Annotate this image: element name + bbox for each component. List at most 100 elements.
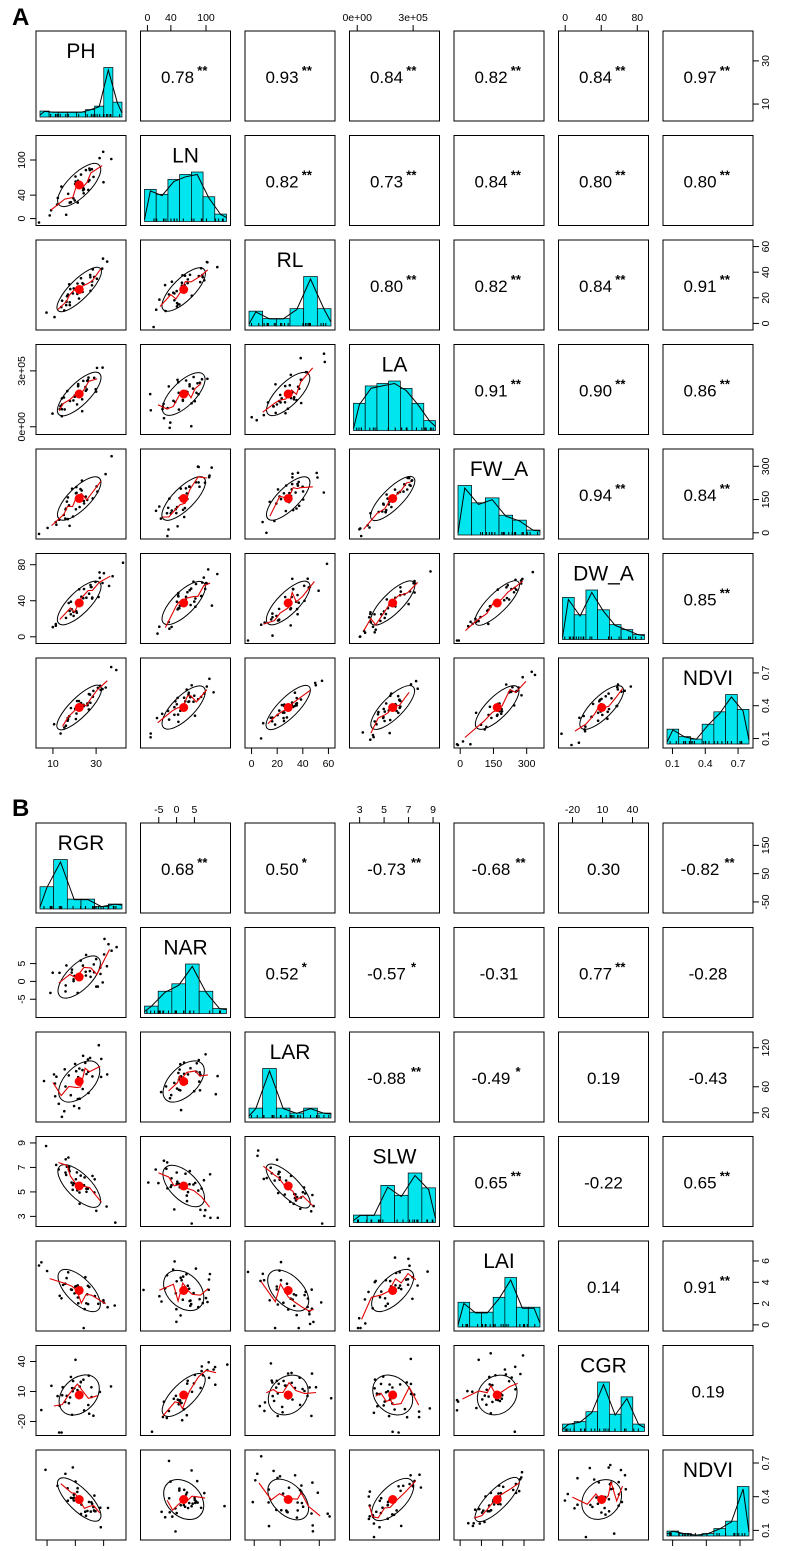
- left-tick-label: 0e+00: [16, 412, 28, 442]
- data-point: [490, 716, 493, 720]
- data-point: [383, 1297, 387, 1300]
- loess-curve: [51, 480, 102, 527]
- data-point: [357, 1316, 361, 1320]
- data-point: [398, 706, 402, 710]
- matrix-cell-0-0: RGR: [35, 822, 127, 914]
- bottom-tick-label: 0: [457, 758, 463, 770]
- centroid-marker: [283, 1181, 293, 1191]
- data-point: [165, 1161, 169, 1164]
- density-curve: [666, 1488, 750, 1536]
- matrix-cell-3-5: -0.22: [558, 1136, 649, 1227]
- density-curve: [666, 696, 750, 743]
- bottom-tick-label: 300: [518, 758, 536, 770]
- data-point: [176, 1180, 179, 1183]
- data-point: [388, 1279, 392, 1283]
- cell-frame: [662, 657, 754, 749]
- significance-stars: **: [720, 481, 731, 496]
- data-point: [617, 1480, 620, 1484]
- data-point: [472, 1522, 476, 1525]
- confidence-ellipse: [474, 580, 520, 626]
- right-tick-label: 0: [760, 530, 772, 536]
- data-point: [416, 687, 420, 690]
- correlation-value: 0.65: [474, 1174, 507, 1193]
- data-point: [477, 619, 480, 623]
- data-point: [276, 488, 280, 491]
- cell-frame: [662, 239, 754, 331]
- data-point: [519, 1372, 522, 1376]
- data-point: [205, 260, 209, 264]
- data-point: [504, 1373, 508, 1376]
- data-point: [66, 192, 70, 196]
- data-point: [74, 1177, 78, 1181]
- data-point: [91, 1075, 94, 1078]
- matrix-cell-0-1: 0.78 **: [140, 30, 231, 122]
- data-point: [176, 608, 179, 611]
- data-point: [293, 1304, 296, 1308]
- data-point: [521, 1354, 525, 1357]
- data-point: [89, 275, 92, 279]
- data-point: [168, 627, 171, 630]
- data-point: [204, 1053, 207, 1056]
- data-point: [82, 192, 85, 195]
- confidence-ellipse: [265, 1163, 311, 1209]
- data-point: [388, 718, 392, 722]
- matrix-cell-3-4: 0.65 **: [453, 1136, 545, 1227]
- variable-name: LN: [172, 145, 199, 168]
- data-point: [181, 398, 185, 402]
- data-point: [54, 624, 58, 627]
- data-point: [597, 1481, 601, 1484]
- data-point: [279, 1260, 283, 1264]
- data-point: [77, 297, 81, 300]
- data-point: [294, 1294, 298, 1297]
- data-point: [65, 964, 68, 967]
- data-point: [563, 1499, 567, 1502]
- data-point: [283, 1193, 287, 1196]
- data-point: [64, 1472, 67, 1476]
- data-point: [246, 1270, 250, 1274]
- data-point: [105, 260, 109, 263]
- significance-stars: **: [197, 855, 208, 870]
- data-point: [177, 408, 181, 411]
- data-point: [72, 1104, 76, 1108]
- bottom-tick-label: 60: [323, 758, 335, 770]
- data-point: [158, 298, 161, 301]
- confidence-ellipse: [371, 1477, 415, 1522]
- data-point: [184, 595, 188, 599]
- matrix-cell-5-6: 0.19: [662, 1345, 754, 1436]
- right-tick-label: 6: [760, 1258, 772, 1264]
- centroid-marker: [74, 285, 84, 294]
- confidence-ellipse: [581, 1479, 623, 1520]
- data-point: [88, 969, 92, 973]
- data-point: [399, 586, 402, 589]
- matrix-cell-4-4: FW_A: [453, 448, 545, 540]
- data-point: [150, 1430, 154, 1433]
- cell-frame: [244, 1240, 336, 1332]
- histogram-bar: [585, 1411, 598, 1432]
- data-point: [208, 1272, 212, 1276]
- data-point: [296, 482, 299, 486]
- data-point: [163, 283, 167, 287]
- data-point: [282, 1379, 285, 1383]
- data-point: [182, 515, 186, 519]
- histogram-bar: [53, 859, 68, 910]
- right-tick-label: 2: [760, 1300, 772, 1306]
- data-point: [45, 311, 48, 314]
- data-point: [97, 1043, 101, 1047]
- cell-frame: [662, 135, 754, 226]
- cell-frame: [558, 1031, 649, 1123]
- matrix-cell-1-3: -0.57 *: [349, 927, 440, 1018]
- loess-curve: [162, 1369, 217, 1417]
- data-point: [81, 188, 85, 192]
- data-point: [485, 1388, 489, 1392]
- data-point: [154, 1168, 157, 1171]
- data-point: [280, 397, 284, 400]
- data-point: [187, 691, 191, 694]
- cell-frame: [453, 344, 545, 435]
- matrix-cell-0-2: 0.93 **: [244, 30, 336, 122]
- data-point: [74, 492, 78, 495]
- data-point: [64, 517, 67, 520]
- correlation-value: 0.84: [579, 277, 612, 296]
- data-point: [596, 719, 600, 722]
- data-point: [198, 485, 201, 489]
